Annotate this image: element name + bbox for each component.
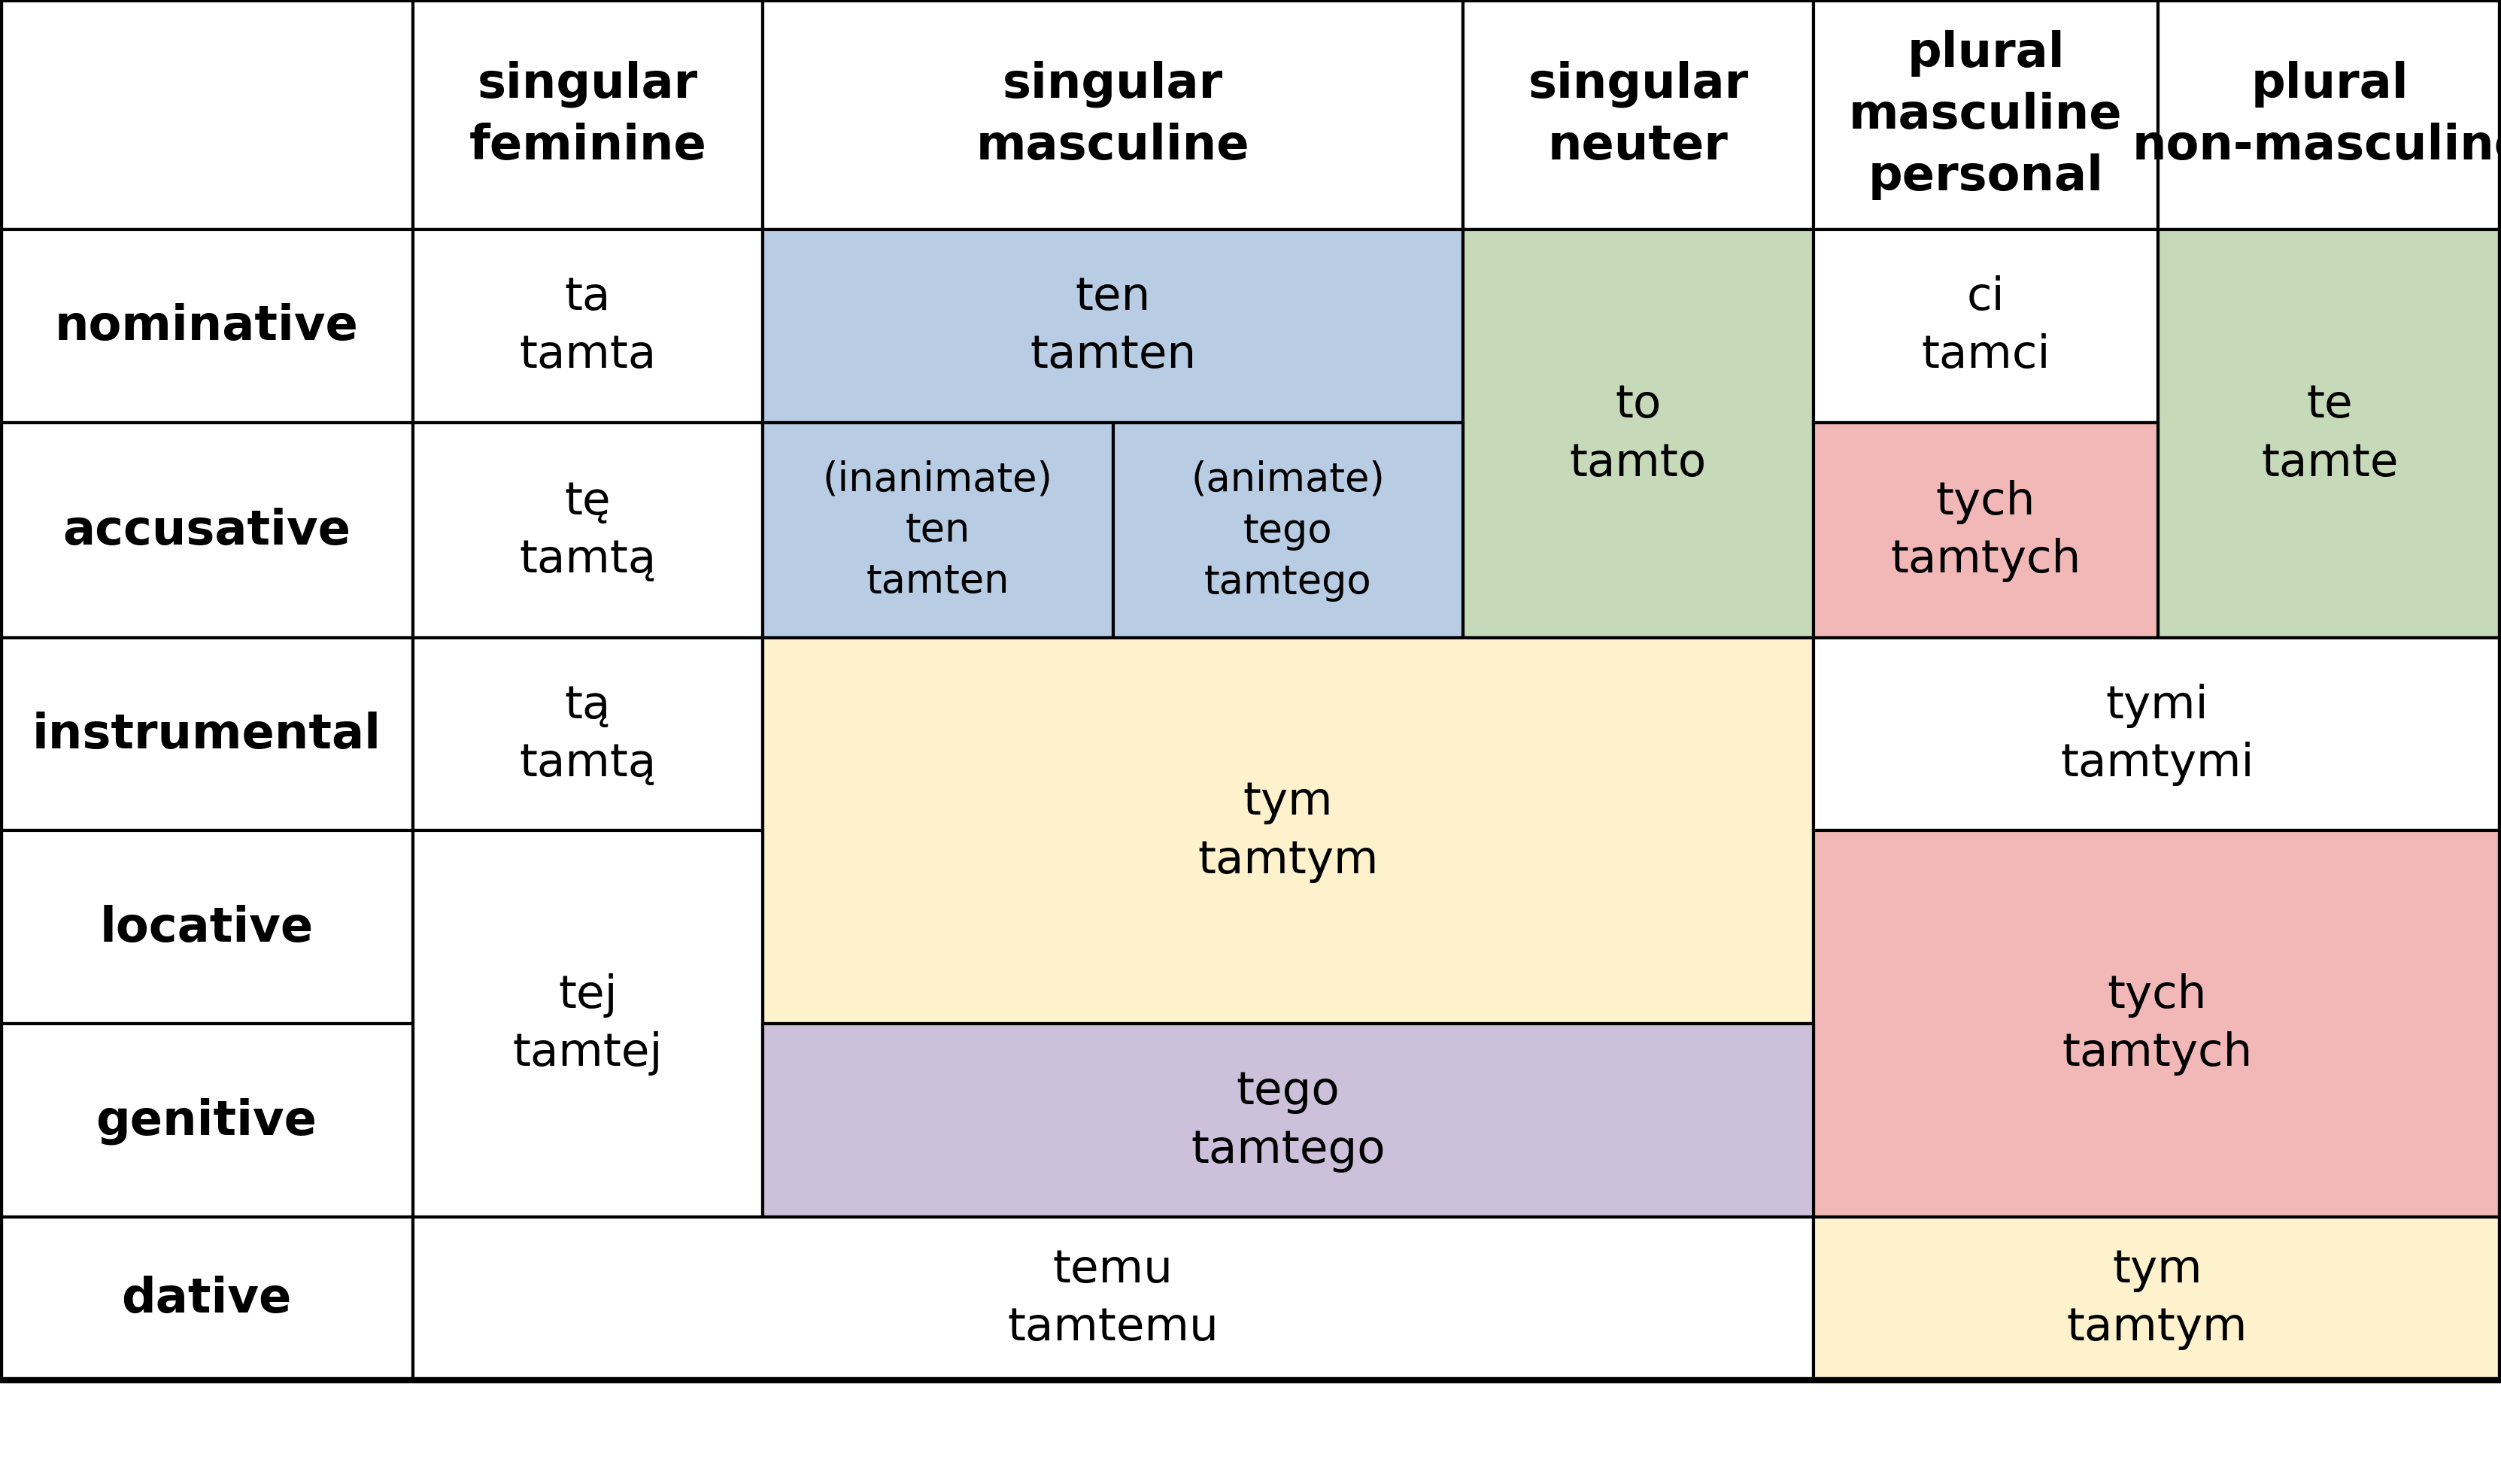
Bar: [1813, 423, 2158, 638]
Bar: [0, 230, 413, 423]
Text: (inanimate)
ten
tamten: (inanimate) ten tamten: [823, 460, 1053, 601]
Text: tymi
tamtymi: tymi tamtymi: [2061, 683, 2253, 787]
Text: tym
tamtym: tym tamtym: [1198, 779, 1378, 883]
Bar: [1463, 230, 1813, 638]
Text: tych
tamtych: tych tamtych: [2061, 972, 2253, 1076]
Bar: [0, 831, 413, 1024]
Text: to
tamto: to tamto: [1571, 383, 1706, 485]
Bar: [763, 638, 1813, 1024]
Bar: [763, 423, 1113, 638]
Text: singular
feminine: singular feminine: [470, 61, 705, 169]
Text: tą
tamtą: tą tamtą: [520, 683, 655, 787]
Bar: [1813, 230, 2158, 423]
Bar: [413, 0, 763, 230]
Bar: [0, 1024, 413, 1217]
Bar: [763, 0, 1463, 230]
Text: instrumental: instrumental: [33, 711, 380, 758]
Bar: [1463, 0, 1813, 230]
Text: (animate)
tego
tamtego: (animate) tego tamtego: [1190, 460, 1386, 601]
Bar: [763, 230, 1463, 423]
Bar: [413, 230, 763, 423]
Bar: [2158, 230, 2501, 638]
Bar: [2158, 0, 2501, 230]
Bar: [413, 638, 763, 831]
Bar: [1813, 831, 2501, 1217]
Text: ten
tamten: ten tamten: [1030, 275, 1195, 378]
Bar: [413, 423, 763, 638]
Text: dative: dative: [120, 1275, 293, 1322]
Bar: [0, 638, 413, 831]
Text: singular
masculine: singular masculine: [975, 61, 1250, 169]
Text: locative: locative: [100, 904, 313, 951]
Text: ta
tamta: ta tamta: [520, 275, 655, 378]
Text: tym
tamtym: tym tamtym: [2066, 1247, 2248, 1350]
Bar: [0, 1217, 413, 1380]
Bar: [1113, 423, 1463, 638]
Text: singular
neuter: singular neuter: [1528, 61, 1748, 169]
Bar: [0, 423, 413, 638]
Bar: [1813, 638, 2501, 831]
Text: plural
masculine
personal: plural masculine personal: [1848, 30, 2123, 200]
Bar: [0, 0, 413, 230]
Bar: [1813, 1217, 2501, 1380]
Bar: [763, 1024, 1813, 1217]
Bar: [413, 831, 763, 1217]
Text: nominative: nominative: [55, 303, 358, 350]
Text: tej
tamtej: tej tamtej: [513, 972, 663, 1076]
Text: te
tamte: te tamte: [2261, 383, 2398, 485]
Text: genitive: genitive: [95, 1097, 318, 1144]
Text: temu
tamtemu: temu tamtemu: [1008, 1247, 1218, 1350]
Bar: [413, 1217, 1813, 1380]
Text: accusative: accusative: [63, 508, 350, 554]
Text: plural
non-masculine: plural non-masculine: [2133, 61, 2501, 169]
Text: tę
tamtą: tę tamtą: [520, 479, 655, 582]
Text: tych
tamtych: tych tamtych: [1891, 479, 2081, 582]
Text: ci
tamci: ci tamci: [1921, 275, 2051, 378]
Bar: [1813, 0, 2158, 230]
Text: tego
tamtego: tego tamtego: [1190, 1068, 1386, 1172]
